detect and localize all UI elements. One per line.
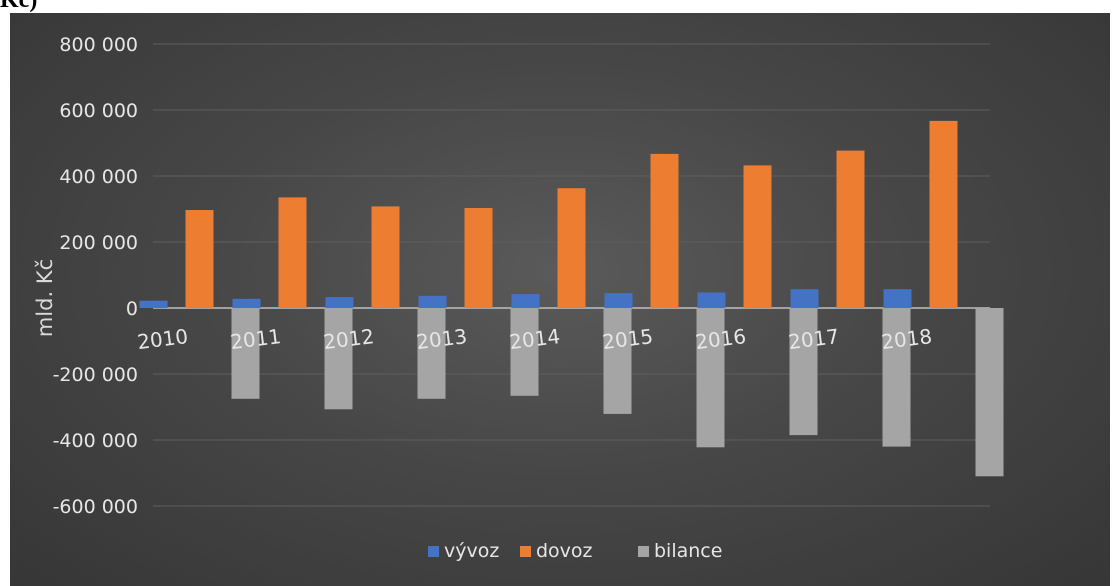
bar-dovoz-2016 — [743, 165, 772, 308]
x-tick-label: 2011 — [229, 324, 282, 354]
bar-dovoz-2018 — [929, 120, 958, 309]
bar-bilance-2013 — [510, 308, 539, 396]
x-tick-label: 2010 — [136, 324, 189, 354]
x-tick-label: 2017 — [787, 324, 840, 354]
bar-bilance-2016 — [789, 308, 818, 436]
y-tick-label: 400 000 — [59, 166, 138, 188]
bar-bilance-2018 — [975, 308, 1004, 477]
bar-bilance-2012 — [417, 308, 446, 399]
y-tick-label: 200 000 — [59, 232, 138, 254]
chart-title-fragment: Kč) — [0, 0, 38, 13]
bar-vývoz-2017 — [790, 289, 819, 308]
bar-vývoz-2011 — [232, 298, 261, 308]
y-axis: 800 000 600 000 400 000 200 000 0 -200 000 -40… — [53, 34, 138, 518]
legend[interactable]: vývoz dovoz bilance — [428, 540, 722, 562]
x-tick-label: 2018 — [880, 324, 933, 354]
bar-vývoz-2013 — [418, 295, 447, 308]
bar-bilance-2011 — [324, 308, 353, 410]
bar-dovoz-2015 — [650, 153, 679, 308]
legend-swatch-bilance — [638, 546, 649, 557]
bar-vývoz-2014 — [511, 294, 540, 308]
y-tick-label: 800 000 — [59, 34, 138, 56]
x-tick-label: 2014 — [508, 324, 561, 354]
y-tick-label: 600 000 — [59, 100, 138, 122]
bar-vývoz-2012 — [325, 297, 354, 308]
bar-dovoz-2014 — [557, 188, 586, 308]
bar-dovoz-2011 — [278, 197, 307, 308]
y-tick-label: -200 000 — [53, 364, 138, 386]
bar-dovoz-2013 — [464, 208, 493, 308]
bar-bilance-2015 — [696, 308, 725, 448]
bar-dovoz-2012 — [371, 206, 400, 308]
legend-swatch-dovoz — [520, 546, 531, 557]
bar-bilance-2017 — [882, 308, 911, 447]
bar-bilance-2014 — [603, 308, 632, 414]
y-tick-label: -400 000 — [53, 430, 138, 452]
bar-vývoz-2018 — [883, 289, 912, 308]
x-tick-label: 2015 — [601, 324, 654, 354]
x-axis-labels: 2010 2011 2012 2013 2014 2015 2016 2017 2018 — [136, 324, 933, 354]
x-tick-label: 2016 — [694, 324, 747, 354]
bar-vývoz-2016 — [697, 292, 726, 308]
y-tick-label: -600 000 — [53, 496, 138, 518]
bars — [139, 120, 1004, 477]
legend-label-dovoz[interactable]: dovoz — [536, 540, 593, 562]
legend-label-bilance[interactable]: bilance — [654, 540, 722, 562]
bar-vývoz-2010 — [139, 300, 168, 308]
bar-bilance-2010 — [231, 308, 260, 399]
x-tick-label: 2013 — [415, 324, 468, 354]
legend-label-vývoz[interactable]: vývoz — [444, 540, 499, 562]
chart-area: 800 000 600 000 400 000 200 000 0 -200 000 -40… — [10, 13, 1110, 586]
bar-chart: 800 000 600 000 400 000 200 000 0 -200 000 -40… — [33, 34, 1004, 562]
x-tick-label: 2012 — [322, 324, 375, 354]
bar-vývoz-2015 — [604, 293, 633, 308]
y-tick-label: 0 — [126, 298, 138, 320]
bar-dovoz-2017 — [836, 150, 865, 308]
bar-dovoz-2010 — [185, 210, 214, 308]
y-axis-title: mld. Kč — [33, 259, 57, 337]
legend-swatch-vývoz — [428, 546, 439, 557]
